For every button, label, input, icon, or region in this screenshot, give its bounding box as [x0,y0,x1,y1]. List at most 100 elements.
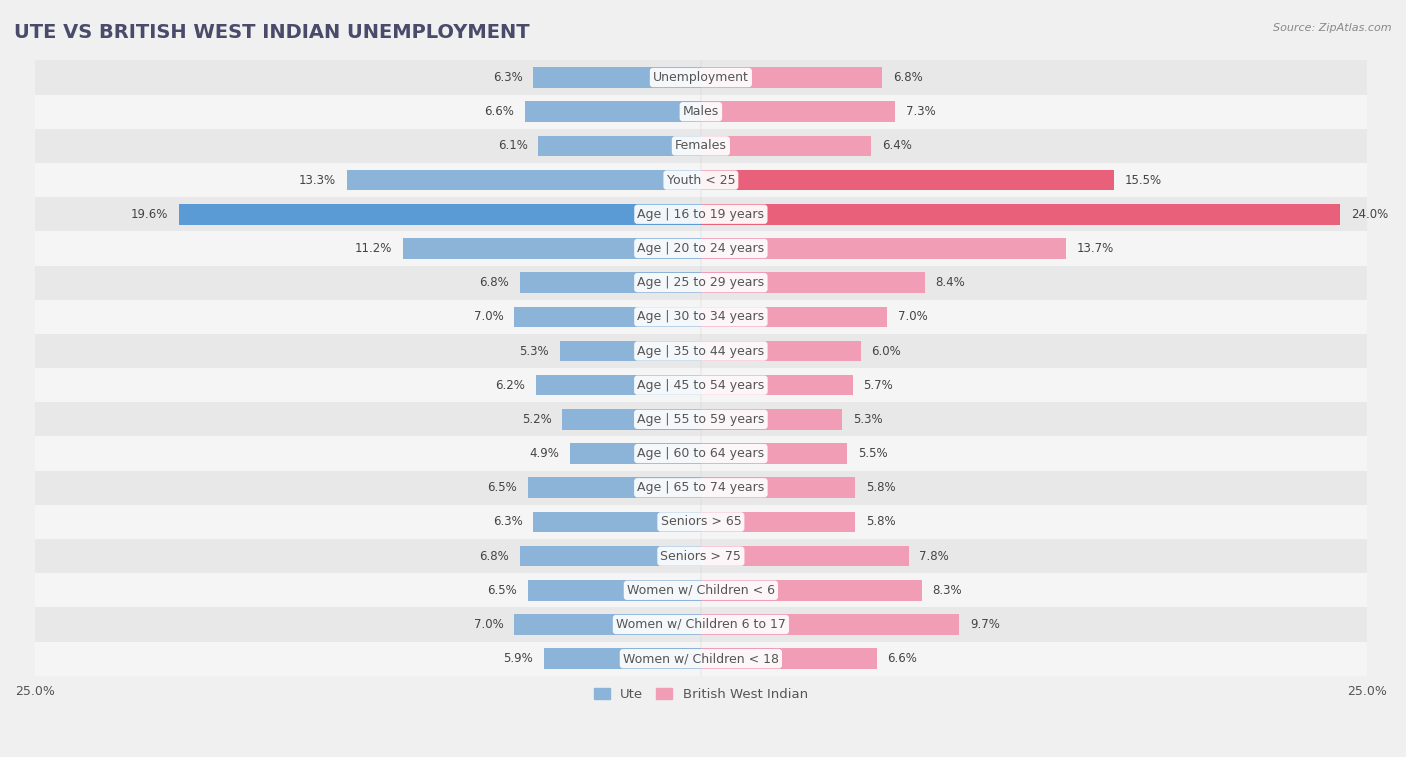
Bar [35,368,1367,402]
Bar [700,512,855,532]
Bar [700,307,887,327]
Bar [35,300,1367,334]
Bar [533,512,700,532]
Text: 7.0%: 7.0% [474,310,503,323]
Bar [700,580,922,600]
Bar [35,266,1367,300]
Bar [35,334,1367,368]
Text: 8.3%: 8.3% [932,584,962,597]
Text: Youth < 25: Youth < 25 [666,173,735,186]
Bar [700,101,896,122]
Bar [515,614,700,635]
Bar [560,341,700,361]
Text: Age | 30 to 34 years: Age | 30 to 34 years [637,310,765,323]
Text: 6.5%: 6.5% [488,481,517,494]
Text: 5.3%: 5.3% [519,344,550,357]
Bar [35,607,1367,642]
Bar [524,101,700,122]
Text: 7.8%: 7.8% [920,550,949,562]
Bar [35,437,1367,471]
Bar [515,307,700,327]
Text: UTE VS BRITISH WEST INDIAN UNEMPLOYMENT: UTE VS BRITISH WEST INDIAN UNEMPLOYMENT [14,23,530,42]
Text: 13.7%: 13.7% [1077,242,1114,255]
Text: 6.8%: 6.8% [479,550,509,562]
Bar [179,204,700,225]
Text: 6.5%: 6.5% [488,584,517,597]
Text: 13.3%: 13.3% [299,173,336,186]
Text: Women w/ Children 6 to 17: Women w/ Children 6 to 17 [616,618,786,631]
Bar [35,129,1367,163]
Bar [35,232,1367,266]
Bar [35,471,1367,505]
Text: 11.2%: 11.2% [354,242,392,255]
Text: 6.3%: 6.3% [492,71,523,84]
Text: 6.8%: 6.8% [893,71,922,84]
Bar [347,170,700,190]
Text: Age | 60 to 64 years: Age | 60 to 64 years [637,447,765,460]
Bar [402,238,700,259]
Text: Age | 25 to 29 years: Age | 25 to 29 years [637,276,765,289]
Bar [571,444,700,464]
Text: Males: Males [683,105,718,118]
Text: 4.9%: 4.9% [530,447,560,460]
Bar [35,402,1367,437]
Text: Age | 35 to 44 years: Age | 35 to 44 years [637,344,765,357]
Bar [700,170,1114,190]
Legend: Ute, British West Indian: Ute, British West Indian [589,683,813,706]
Text: 5.8%: 5.8% [866,481,896,494]
Text: 7.3%: 7.3% [905,105,936,118]
Bar [544,649,700,669]
Bar [35,197,1367,232]
Text: 7.0%: 7.0% [474,618,503,631]
Bar [700,478,855,498]
Text: 6.3%: 6.3% [492,516,523,528]
Text: 19.6%: 19.6% [131,207,169,221]
Bar [700,614,959,635]
Bar [562,409,700,430]
Bar [35,163,1367,197]
Bar [700,375,852,395]
Bar [533,67,700,88]
Text: 9.7%: 9.7% [970,618,1000,631]
Text: 5.2%: 5.2% [522,413,551,426]
Text: Unemployment: Unemployment [652,71,749,84]
Text: 5.5%: 5.5% [858,447,887,460]
Text: Females: Females [675,139,727,152]
Bar [538,136,700,156]
Text: Age | 55 to 59 years: Age | 55 to 59 years [637,413,765,426]
Text: Age | 45 to 54 years: Age | 45 to 54 years [637,378,765,391]
Text: Age | 20 to 24 years: Age | 20 to 24 years [637,242,765,255]
Text: 6.2%: 6.2% [495,378,524,391]
Text: Age | 65 to 74 years: Age | 65 to 74 years [637,481,765,494]
Text: 6.4%: 6.4% [882,139,912,152]
Bar [527,478,700,498]
Text: 24.0%: 24.0% [1351,207,1388,221]
Bar [700,409,842,430]
Text: Women w/ Children < 18: Women w/ Children < 18 [623,653,779,665]
Text: 15.5%: 15.5% [1125,173,1161,186]
Bar [700,444,848,464]
Text: 5.9%: 5.9% [503,653,533,665]
Text: 6.1%: 6.1% [498,139,527,152]
Text: 8.4%: 8.4% [935,276,965,289]
Text: 7.0%: 7.0% [898,310,928,323]
Text: 6.6%: 6.6% [887,653,917,665]
Bar [700,238,1066,259]
Bar [700,341,860,361]
Text: 5.7%: 5.7% [863,378,893,391]
Bar [35,573,1367,607]
Text: 6.0%: 6.0% [872,344,901,357]
Bar [527,580,700,600]
Bar [520,273,700,293]
Bar [536,375,700,395]
Bar [700,649,877,669]
Text: Source: ZipAtlas.com: Source: ZipAtlas.com [1274,23,1392,33]
Bar [700,204,1340,225]
Text: Women w/ Children < 6: Women w/ Children < 6 [627,584,775,597]
Bar [700,67,882,88]
Text: 5.8%: 5.8% [866,516,896,528]
Text: Seniors > 65: Seniors > 65 [661,516,741,528]
Bar [700,273,925,293]
Bar [35,539,1367,573]
Text: Age | 16 to 19 years: Age | 16 to 19 years [637,207,765,221]
